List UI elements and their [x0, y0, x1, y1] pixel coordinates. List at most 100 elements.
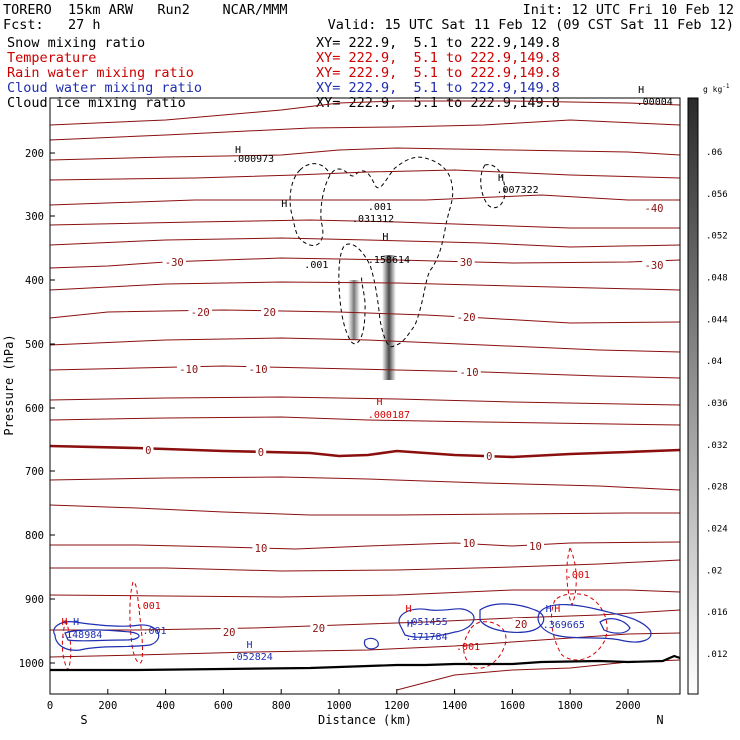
cloud-max-label: .052824: [231, 652, 273, 663]
temperature-contour-label: -10: [249, 364, 268, 376]
forecast-hour: Fcst: 27 h: [3, 17, 101, 33]
legend-snow-xy: XY= 222.9, 5.1 to 222.9,149.8: [316, 35, 560, 51]
temperature-contour-label: 0: [145, 445, 151, 457]
temperature-contour: [49, 416, 681, 426]
temperature-contour: [49, 444, 681, 459]
contour-label-bg: [162, 256, 187, 267]
y-tick-label: 500: [25, 339, 44, 351]
cloud-ice-outline: [289, 156, 454, 348]
temperature-contour: [49, 194, 680, 206]
temperature-contour: [50, 541, 681, 550]
x-tick-label: 800: [272, 700, 291, 712]
cloud-water-left: [53, 621, 160, 651]
contour-label-bg: [512, 618, 530, 629]
snow-max-label: .007322: [496, 185, 538, 196]
high-marker: H: [62, 617, 68, 628]
temperature-contour: [49, 632, 681, 658]
x-axis-south: S: [80, 713, 87, 727]
cloud-max-label: .171784: [405, 632, 447, 643]
y-tick-label: 300: [25, 211, 44, 223]
cloud-max-label: .051455: [405, 617, 447, 628]
high-marker: H: [554, 604, 560, 615]
legend-cloud-ice-xy: XY= 222.9, 5.1 to 222.9,149.8: [316, 95, 560, 111]
colorbar-tick-label: .044: [706, 315, 728, 325]
temperature-contour-label: -20: [191, 307, 210, 319]
temperature-contour-label: -10: [460, 367, 479, 379]
cloud-water-small: [363, 637, 379, 650]
x-tick-label: 400: [156, 700, 175, 712]
cloud-water-left-inner: [64, 629, 140, 642]
temperature-contour: [49, 219, 680, 229]
contour-label-bg: [252, 542, 270, 553]
init-time: Init: 12 UTC Fri 10 Feb 12: [522, 2, 734, 18]
temperature-contour: [49, 169, 681, 181]
high-marker: H: [247, 640, 253, 651]
high-marker: H: [407, 619, 413, 630]
contour-label-bg: [642, 202, 666, 213]
cloud-max-label: .001: [142, 626, 166, 637]
legend-cloud-water-label: Cloud water mixing ratio: [7, 80, 203, 96]
colorbar-tick-label: .024: [706, 525, 728, 535]
contour-label-bg: [246, 363, 270, 374]
rain-max-label: .001: [566, 570, 590, 581]
x-tick-label: 1000: [326, 700, 351, 712]
rain-max-label: .001: [137, 601, 161, 612]
x-tick-label: 1600: [500, 700, 525, 712]
contour-label-bg: [457, 366, 481, 377]
contour-label-bg: [527, 540, 545, 551]
temperature-contour-label: 10: [529, 541, 542, 553]
temperature-contour: [49, 396, 681, 406]
colorbar-tick-label: .032: [706, 441, 728, 451]
rain-col-left: [129, 581, 143, 664]
temperature-contour: [49, 476, 681, 491]
contour-label-bg: [310, 622, 328, 633]
y-axis-label: Pressure (hPa): [2, 334, 16, 435]
colorbar-unit: g kg-1: [703, 83, 730, 94]
y-tick-label: 200: [25, 148, 44, 160]
high-marker: H: [405, 604, 411, 615]
colorbar-tick-label: .056: [706, 190, 728, 200]
temperature-contour: [49, 119, 681, 141]
x-tick-label: 0: [47, 700, 53, 712]
temperature-contour: [49, 504, 680, 516]
colorbar-tick-label: .048: [706, 274, 728, 284]
plot-frame: [49, 97, 681, 695]
temperature-contour: [50, 559, 681, 572]
x-axis-north: N: [656, 713, 663, 727]
colorbar-tick-label: .016: [706, 608, 728, 618]
colorbar-ticks: .012 .016 .02 .024 .028 .032 .036 .04 .044 .048 .0…: [706, 148, 728, 660]
y-tick-label: 700: [25, 466, 44, 478]
temperature-contour-label: 20: [312, 623, 325, 635]
temperature-contour: [49, 309, 681, 324]
high-marker: H: [73, 617, 79, 628]
contour-label-bg: [143, 444, 154, 455]
snow-core-secondary: [348, 280, 360, 340]
high-marker: H: [281, 199, 287, 210]
high-marker: H: [377, 397, 383, 408]
temperature-contour-label: 20: [223, 627, 236, 639]
contour-label-bg: [255, 446, 267, 457]
temperature-contour-label: -30: [165, 257, 184, 269]
contour-label-bg: [642, 259, 666, 270]
y-tick-label: 900: [25, 594, 44, 606]
snow-max-label: .158614: [368, 255, 410, 266]
rain-max-label: .000187: [368, 410, 410, 421]
x-tick-label: 2000: [615, 700, 640, 712]
temperature-contour-label: 30: [460, 257, 473, 269]
y-tick-label: 1000: [19, 658, 44, 670]
temperature-contour: [49, 589, 681, 598]
high-marker: H: [235, 145, 241, 156]
temperature-contour: [49, 100, 681, 126]
temperature-contour: [49, 147, 681, 161]
legend-cloud-ice-label: Cloud ice mixing ratio: [7, 95, 186, 111]
legend-temperature-label: Temperature: [7, 50, 97, 66]
colorbar-tick-label: .036: [706, 399, 728, 409]
legend-rain-xy: XY= 222.9, 5.1 to 222.9,149.8: [316, 65, 560, 81]
cloud-water-mid2: [479, 603, 545, 633]
colorbar-tick-label: .02: [706, 566, 722, 576]
temperature-contours: -40 -30 30 -30 -20 20 -20 -10 -10 -10 0 0 0 10 10 10 20 2…: [49, 100, 681, 691]
legend-temperature-xy: XY= 222.9, 5.1 to 222.9,149.8: [316, 50, 560, 66]
terrain: [50, 654, 681, 672]
x-axis-label: Distance (km): [318, 713, 412, 727]
